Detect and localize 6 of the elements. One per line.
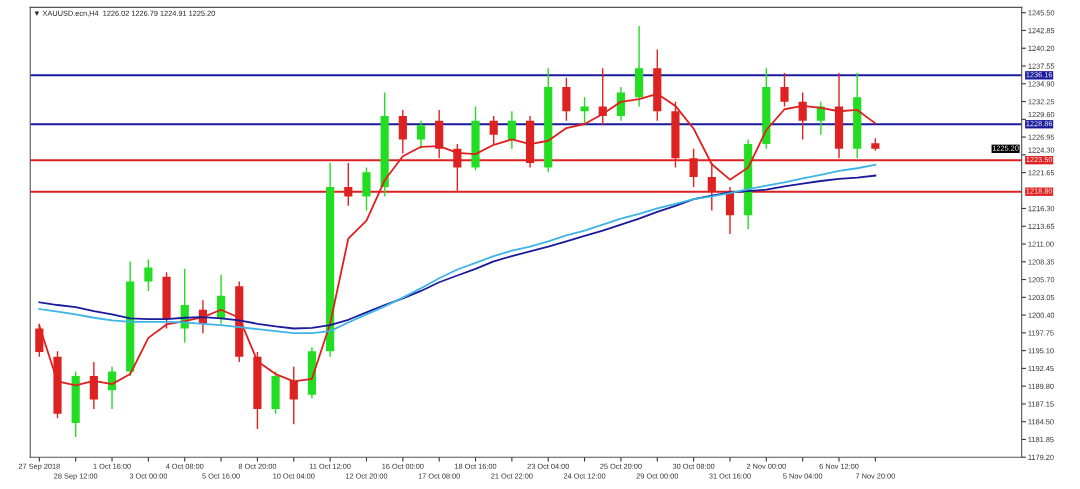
candlestick [144, 258, 153, 292]
candlestick [616, 86, 626, 122]
candlestick [416, 119, 426, 150]
candlestick [398, 109, 407, 155]
candlestick [507, 110, 516, 150]
candlestick [489, 115, 498, 145]
